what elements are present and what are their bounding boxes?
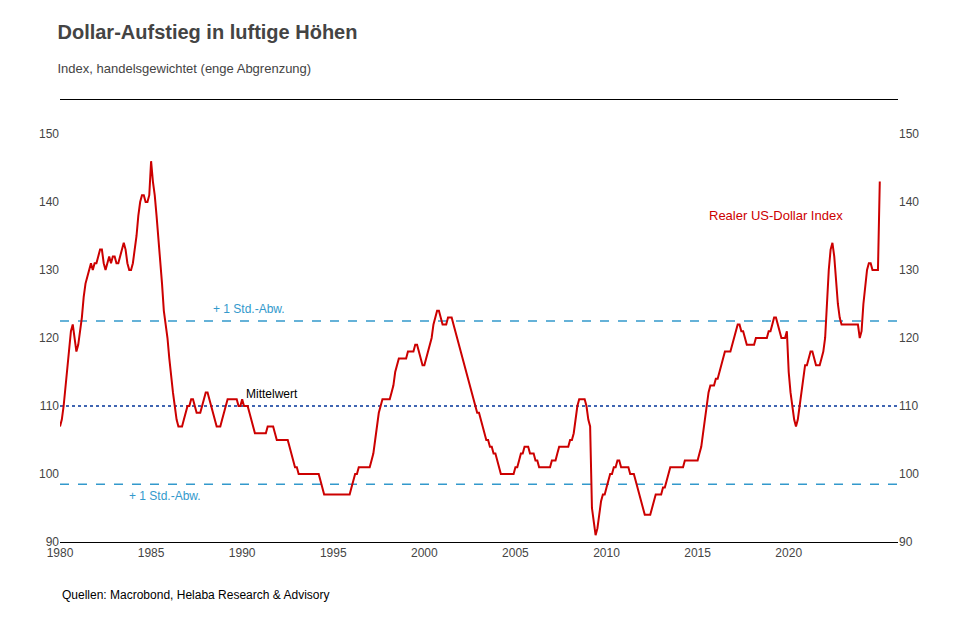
svg-text:Dollar-Aufstieg in luftige Höh: Dollar-Aufstieg in luftige Höhen [57,21,357,43]
svg-text:Realer US-Dollar Index: Realer US-Dollar Index [709,208,843,223]
svg-text:1985: 1985 [138,546,165,560]
svg-text:Mittelwert: Mittelwert [246,387,298,401]
svg-text:2000: 2000 [411,546,438,560]
svg-text:2020: 2020 [775,546,802,560]
svg-text:90: 90 [899,535,913,549]
svg-text:1980: 1980 [47,546,74,560]
svg-text:90: 90 [46,535,60,549]
svg-text:1990: 1990 [229,546,256,560]
svg-text:+ 1 Std.-Abw.: + 1 Std.-Abw. [213,302,285,316]
svg-text:120: 120 [899,331,919,345]
svg-text:Quellen: Macrobond, Helaba Res: Quellen: Macrobond, Helaba Research & Ad… [62,588,329,602]
svg-text:100: 100 [39,467,59,481]
svg-text:130: 130 [899,263,919,277]
svg-text:2010: 2010 [593,546,620,560]
svg-text:1995: 1995 [320,546,347,560]
svg-text:2015: 2015 [684,546,711,560]
svg-text:120: 120 [39,331,59,345]
svg-text:+ 1 Std.-Abw.: + 1 Std.-Abw. [129,489,201,503]
svg-text:130: 130 [39,263,59,277]
svg-text:150: 150 [39,127,59,141]
svg-text:150: 150 [899,127,919,141]
svg-text:140: 140 [899,195,919,209]
svg-text:140: 140 [39,195,59,209]
svg-text:110: 110 [899,399,918,413]
svg-text:100: 100 [899,467,919,481]
svg-text:Index, handelsgewichtet (enge: Index, handelsgewichtet (enge Abgrenzung… [57,61,311,76]
svg-text:2005: 2005 [502,546,529,560]
svg-text:110: 110 [40,399,59,413]
